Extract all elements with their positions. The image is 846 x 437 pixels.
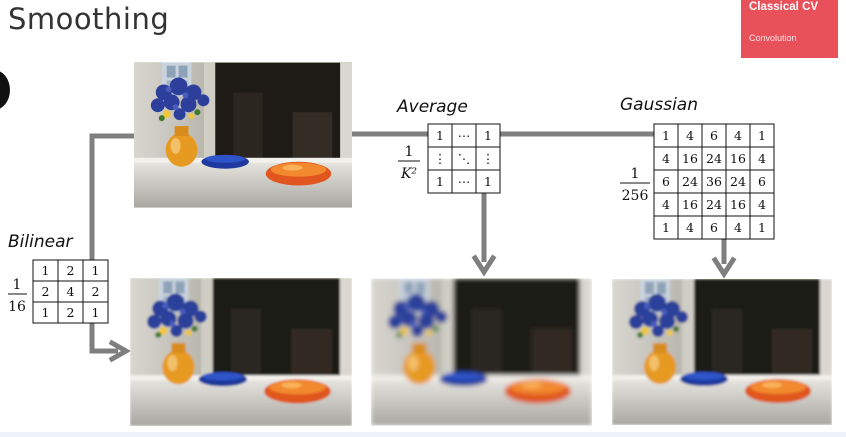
kernel-cell-value: 1 [92,305,100,320]
bilinear-factor: 1 16 [8,277,27,315]
average-factor-denominator: K² [400,166,417,182]
nav-circle [0,70,10,110]
kernel-cell-value: 4 [734,128,742,143]
gaussian-result-image [612,279,832,425]
badge-title: Classical CV [749,1,819,13]
kernel-cell-value: 16 [682,151,698,166]
arrow-head-bilinear [108,339,132,363]
source-image [134,62,352,208]
kernel-cell-value: 4 [686,220,694,235]
kernel-cell-value: 1 [42,263,50,278]
gaussian-label: Gaussian [620,95,698,115]
kernel-cell-value: ⋮ [434,151,447,166]
kernel-cell-value: 24 [682,174,698,189]
arrow-head-average [471,254,497,277]
kernel-cell-value: 1 [484,174,492,189]
average-kernel: 1 ⋯ 1 ⋮ ⋱ ⋮ 1 ⋯ 1 [427,123,501,194]
average-result-image [371,278,592,426]
kernel-cell-value: 2 [67,305,75,320]
bilinear-kernel: 1 2 1 2 4 2 1 2 1 [32,259,109,324]
kernel-cell-value: 16 [730,151,746,166]
section-badge: Classical CV Convolution [741,0,838,58]
kernel-cell-value: 1 [758,128,766,143]
page-title: Smoothing [8,2,170,36]
kernel-cell-value: 4 [686,128,694,143]
gaussian-kernel: 1 4 6 4 1 4 16 24 16 4 6 24 36 24 6 4 16 24 16 4 1 4 6 4 1 [653,123,775,240]
average-factor: 1 K² [398,144,420,182]
kernel-cell-value: ⋮ [482,151,495,166]
kernel-cell-value: 4 [734,220,742,235]
kernel-cell-value: 4 [662,197,670,212]
kernel-cell-value: 4 [662,151,670,166]
kernel-cell-value: 4 [758,151,766,166]
kernel-cell-value: 1 [92,263,100,278]
bilinear-result-image [130,278,352,426]
connector-lines [89,131,727,354]
kernel-cell-value: 36 [706,174,722,189]
average-factor-numerator: 1 [405,144,414,160]
kernel-cell-value: 4 [67,284,75,299]
kernel-cell-value: 2 [42,284,50,299]
kernel-cell-value: 1 [436,174,444,189]
kernel-cell-value: 24 [706,151,722,166]
kernel-cell-box [475,169,501,194]
kernel-cell-box [82,301,109,324]
kernel-cell-value: 6 [662,174,670,189]
badge-subtitle: Convolution [749,33,797,43]
kernel-cell-value: ⋱ [458,151,471,166]
kernel-cell-value: 6 [758,174,766,189]
kernel-cell-value: 1 [436,128,444,143]
kernel-cell-value: 24 [706,197,722,212]
gaussian-factor-numerator: 1 [631,166,640,182]
bilinear-label: Bilinear [8,232,73,252]
bilinear-factor-numerator: 1 [13,277,22,293]
kernel-cell-value: 4 [758,197,766,212]
kernel-cell-value: 1 [662,220,670,235]
kernel-cell-value: 6 [710,128,718,143]
kernel-cell-value: 1 [42,305,50,320]
kernel-cell-value: 1 [758,220,766,235]
kernel-cell-value: 16 [730,197,746,212]
kernel-cell-box [749,215,775,240]
kernel-cell-value: 6 [710,220,718,235]
kernel-cell-value: 16 [682,197,698,212]
gaussian-factor-denominator: 256 [622,188,649,204]
bilinear-factor-denominator: 16 [8,299,26,315]
gaussian-factor: 1 256 [620,166,650,204]
kernel-cell-value: 2 [92,284,100,299]
arrow-head-gaussian [711,256,737,279]
kernel-cell-value: 1 [484,128,492,143]
kernel-cell-value: 1 [662,128,670,143]
kernel-cell-value: ⋯ [458,128,471,143]
average-label: Average [396,97,468,117]
kernel-cell-value: 2 [67,263,75,278]
kernel-cell-value: 24 [730,174,746,189]
footer-strip [0,432,846,437]
connector-to-bilinear [89,133,134,354]
kernel-cell-value: ⋯ [458,174,471,189]
